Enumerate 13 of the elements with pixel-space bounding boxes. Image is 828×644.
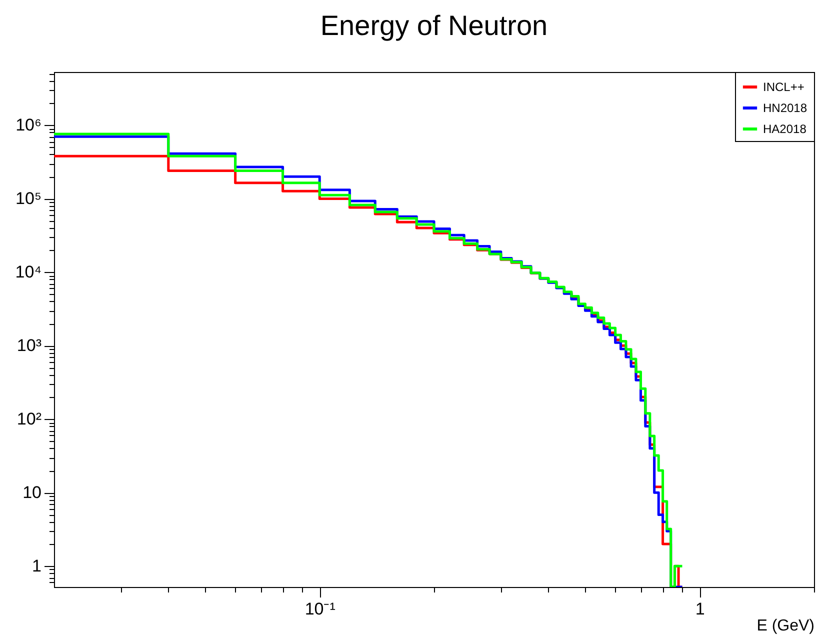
y-tick-label: 1	[32, 556, 42, 576]
y-tick-label: 10²	[16, 410, 42, 429]
y-tick-label: 10⁵	[16, 189, 42, 208]
legend-label: HA2018	[763, 122, 807, 136]
legend-label: INCL++	[763, 80, 804, 94]
legend-label: HN2018	[763, 101, 808, 115]
x-tick-label: 10⁻¹	[304, 600, 336, 618]
y-tick-label: 10⁶	[16, 116, 42, 135]
y-tick-label: 10⁴	[15, 262, 42, 282]
y-tick-label: 10	[22, 483, 42, 502]
x-axis-title: E (GeV)	[756, 618, 814, 634]
y-tick-label: 10³	[16, 336, 42, 356]
chart-title: Energy of Neutron	[320, 10, 548, 41]
